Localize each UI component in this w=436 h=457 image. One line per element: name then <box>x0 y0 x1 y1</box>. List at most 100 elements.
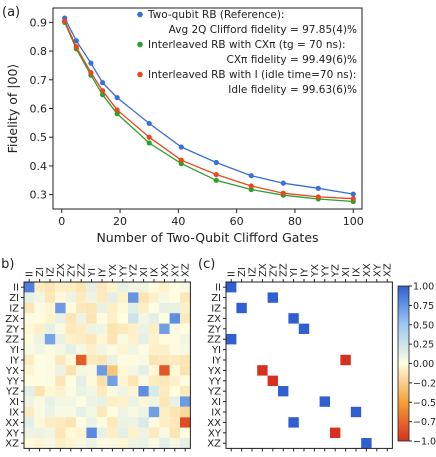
background-cell <box>86 386 97 397</box>
background-cell <box>117 406 128 418</box>
row-label: IX <box>211 408 221 419</box>
background-cell <box>86 282 97 293</box>
y-axis-label: Fidelity of |00⟩ <box>5 64 20 154</box>
background-cell <box>138 344 149 355</box>
col-label: XI <box>341 267 352 277</box>
col-label: XI <box>139 267 150 277</box>
background-cell <box>34 365 45 376</box>
background-cell <box>96 354 108 366</box>
colorbar-tick-label: −0.25 <box>413 378 436 389</box>
background-cell <box>117 365 128 376</box>
background-cell <box>159 386 170 397</box>
background-cell <box>169 406 180 418</box>
background-cell <box>96 406 108 418</box>
matrix-cell <box>107 375 118 386</box>
col-label: XZ <box>383 263 394 277</box>
col-label: XY <box>372 263 383 277</box>
matrix-frame <box>23 281 191 449</box>
background-cell <box>128 302 139 314</box>
background-cell <box>180 427 191 438</box>
background-cell <box>138 354 149 366</box>
background-cell <box>34 396 45 407</box>
background-cell <box>55 417 66 428</box>
background-cell <box>138 406 149 418</box>
background-cell <box>76 334 87 345</box>
background-cell <box>117 282 128 293</box>
background-cell <box>24 313 35 324</box>
background-cell <box>65 344 76 355</box>
background-cell <box>169 365 180 376</box>
legend-entry: Interleaved RB with I (idle time=70 ns): <box>148 69 356 81</box>
legend-result: Idle fidelity = 99.63(6)% <box>228 84 357 96</box>
col-label: IZ <box>248 267 259 277</box>
data-point <box>213 177 219 183</box>
data-point <box>88 70 94 76</box>
matrix-cell <box>159 365 170 376</box>
background-cell <box>169 386 180 397</box>
background-cell <box>107 323 118 334</box>
background-cell <box>180 292 191 303</box>
col-label: XX <box>362 263 373 277</box>
background-cell <box>24 417 35 428</box>
background-cell <box>96 334 108 345</box>
background-cell <box>138 375 149 386</box>
background-cell <box>148 292 160 303</box>
background-cell <box>86 302 97 314</box>
background-cell <box>169 282 180 293</box>
background-cell <box>128 396 139 407</box>
background-cell <box>76 344 87 355</box>
matrix-cell <box>298 323 310 334</box>
background-cell <box>159 438 170 449</box>
y-tick-label: 0.9 <box>30 16 48 29</box>
background-cell <box>128 282 139 293</box>
background-cell <box>65 292 76 303</box>
matrix-cell <box>148 386 160 397</box>
background-cell <box>65 282 76 293</box>
background-cell <box>107 386 118 397</box>
background-cell <box>55 375 66 386</box>
background-cell <box>148 354 160 366</box>
matrix-cell <box>44 334 56 345</box>
background-cell <box>55 386 66 397</box>
background-cell <box>44 417 56 428</box>
background-cell <box>44 313 56 324</box>
background-cell <box>148 282 160 293</box>
data-point <box>280 180 286 186</box>
background-cell <box>148 302 160 314</box>
background-cell <box>117 438 128 449</box>
data-point <box>99 80 106 86</box>
row-label: ZI <box>211 293 221 304</box>
data-point <box>146 140 152 146</box>
background-cell <box>128 417 139 428</box>
col-label: XX <box>160 263 171 277</box>
background-cell <box>86 313 97 324</box>
background-cell <box>107 292 118 303</box>
background-cell <box>148 334 160 345</box>
background-cell <box>128 375 139 386</box>
background-cell <box>107 344 118 355</box>
row-label: YZ <box>207 387 221 398</box>
background-cell <box>117 323 128 334</box>
row-label: XI <box>9 397 19 408</box>
row-label: IY <box>212 356 222 367</box>
background-cell <box>138 313 149 324</box>
matrix-cell <box>76 354 87 366</box>
colorbar-gradient <box>397 285 410 442</box>
col-label: ZZ <box>77 263 88 277</box>
background-cell <box>180 344 191 355</box>
background-cell <box>44 354 56 366</box>
background-cell <box>180 334 191 345</box>
background-cell <box>55 438 66 449</box>
matrix-cell <box>148 406 160 418</box>
x-tick-label: 40 <box>171 215 185 228</box>
background-cell <box>138 438 149 449</box>
background-cell <box>24 365 35 376</box>
matrix-cell <box>226 334 237 345</box>
data-point <box>62 18 68 24</box>
y-tick-label: 0.4 <box>30 160 48 173</box>
data-point <box>248 183 254 189</box>
background-cell <box>117 375 128 386</box>
background-cell <box>55 282 66 293</box>
row-label: YI <box>211 345 221 356</box>
background-cell <box>169 302 180 314</box>
